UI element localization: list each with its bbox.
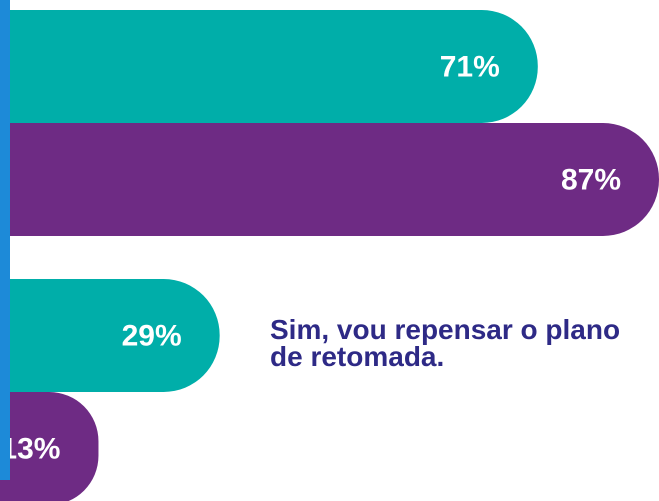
value-label: 29% xyxy=(122,319,182,352)
annotation: Sim, vou repensar o plano de retomada. xyxy=(270,314,621,372)
value-label: 13% xyxy=(0,432,60,465)
bar xyxy=(0,123,659,236)
bar xyxy=(0,279,220,392)
value-label: 87% xyxy=(561,163,621,196)
left-accent xyxy=(0,0,10,480)
bar xyxy=(0,392,99,501)
value-label: 71% xyxy=(440,50,500,83)
bar xyxy=(0,10,538,123)
